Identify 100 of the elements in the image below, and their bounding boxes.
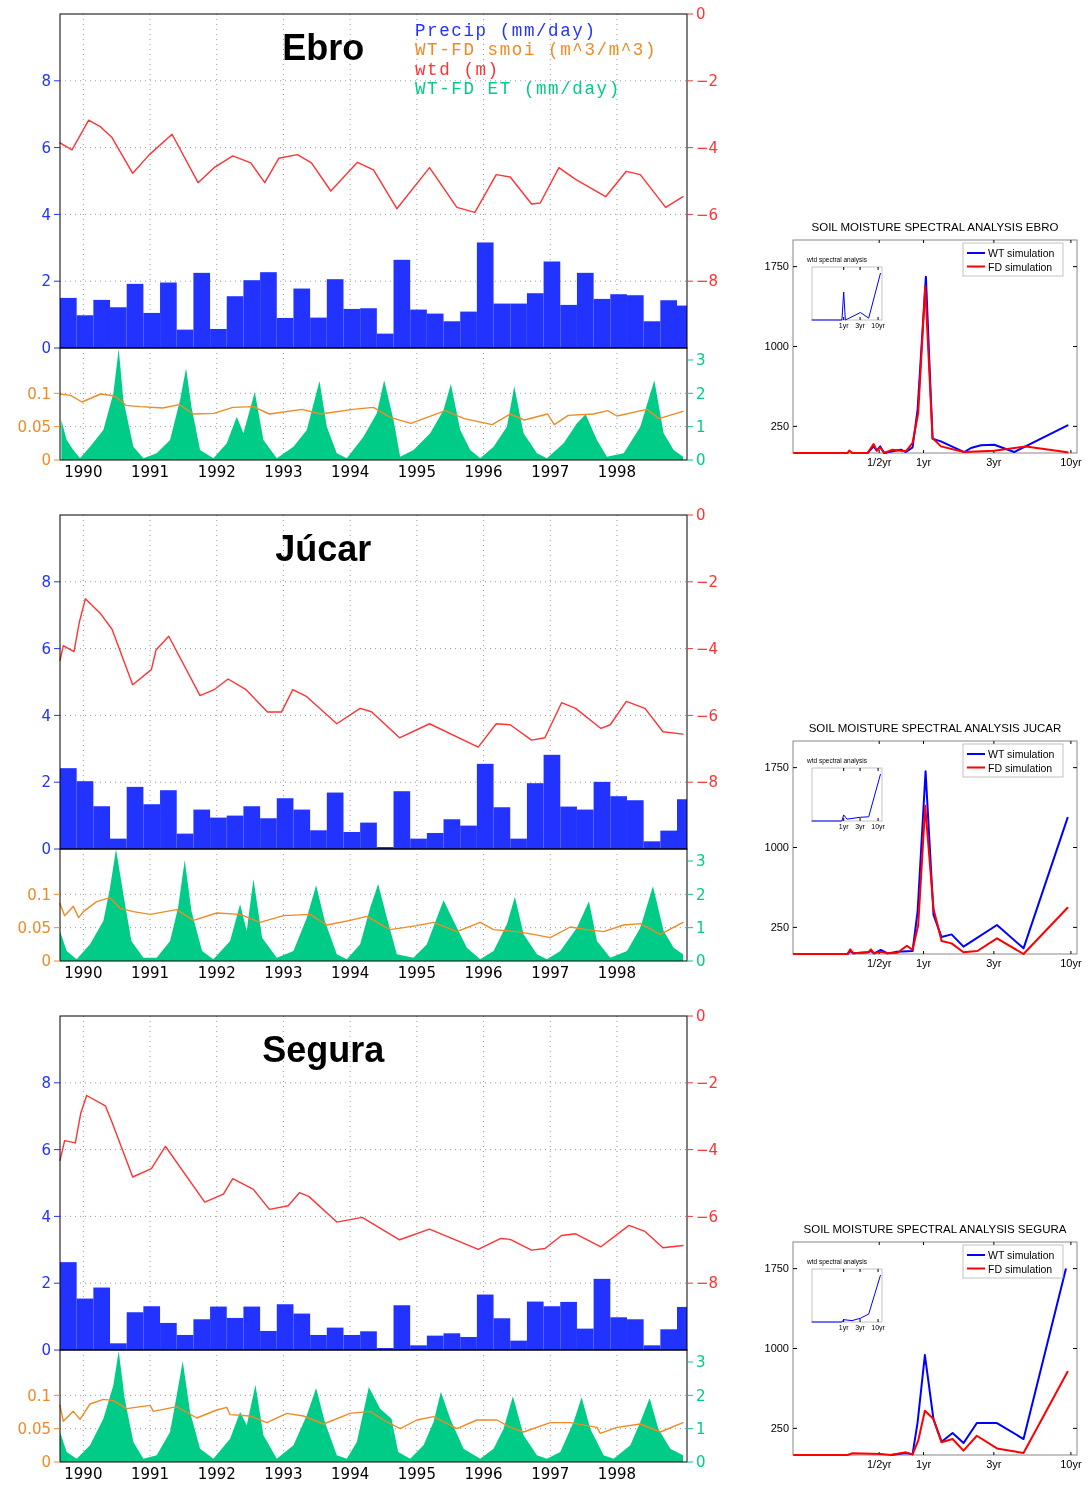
y-tick-label: 1000 xyxy=(764,340,789,353)
x-tick-label: 1yr xyxy=(915,1457,932,1470)
y-tick-label: 0 xyxy=(41,451,51,470)
y2-tick-label: 1 xyxy=(696,1419,706,1438)
x-tick-label: 10yr xyxy=(1060,1457,1082,1470)
x-tick-label: 1996 xyxy=(464,1465,503,1484)
legend-label: WT simulation xyxy=(988,748,1055,760)
y2-tick-label: 2 xyxy=(696,885,706,904)
x-tick-label: 1991 xyxy=(130,1465,170,1484)
y-tick-label: 4 xyxy=(41,1207,51,1226)
x-tick-label: 1/2yr xyxy=(866,1457,892,1470)
y2-tick-label: 0 xyxy=(696,506,706,525)
x-tick-label: 1992 xyxy=(197,1465,236,1484)
y2-tick-label: 0 xyxy=(696,1007,706,1026)
x-tick-label: 1yr xyxy=(915,956,932,969)
y2-tick-label: −4 xyxy=(696,138,719,157)
y2-tick-label: −6 xyxy=(696,706,719,725)
chart-title: Júcar xyxy=(275,528,372,569)
x-tick-label: 1/2yr xyxy=(866,455,892,468)
x-tick-label: 10yr xyxy=(1060,956,1082,969)
x-tick-label: 1994 xyxy=(331,463,370,482)
text: wtd (m) xyxy=(415,59,500,80)
x-tick-label: 1997 xyxy=(531,1465,570,1484)
y-tick-label: 1750 xyxy=(764,260,789,273)
x-tick-label: 1992 xyxy=(197,463,236,482)
x-tick-label: 1998 xyxy=(597,964,637,983)
legend-label: WT simulation xyxy=(988,247,1055,259)
y2-tick-label: 3 xyxy=(696,351,706,370)
x-tick-label: 1/2yr xyxy=(866,956,892,969)
x-tick-label: 1993 xyxy=(264,964,303,983)
y-tick-label: 0 xyxy=(41,840,51,859)
y-tick-label: 6 xyxy=(41,138,51,157)
y2-tick-label: −6 xyxy=(696,205,719,224)
y-tick-label: 0 xyxy=(41,1341,51,1360)
x-tick-label: 1992 xyxy=(197,964,236,983)
x-tick-label: 1998 xyxy=(597,463,637,482)
y-tick-label: 0.1 xyxy=(27,384,51,403)
y2-tick-label: 1 xyxy=(696,918,706,937)
legend-label: FD simulation xyxy=(988,761,1053,774)
y-tick-label: 250 xyxy=(770,1422,789,1435)
text: WT-FD smoi (m^3/m^3) xyxy=(415,40,658,61)
x-tick-label: 3yr xyxy=(986,956,1002,969)
y-tick-label: 8 xyxy=(41,1074,51,1093)
y-tick-label: 250 xyxy=(770,420,789,433)
y2-tick-label: 2 xyxy=(696,1386,706,1405)
y2-tick-label: −8 xyxy=(696,773,719,792)
y-tick-label: 8 xyxy=(41,72,51,91)
x-tick-label: 1994 xyxy=(331,1465,370,1484)
y2-tick-label: −2 xyxy=(696,573,719,592)
y2-tick-label: 0 xyxy=(696,5,706,24)
y-tick-label: 0 xyxy=(41,339,51,358)
chart-title: SOIL MOISTURE SPECTRAL ANALYSIS SEGURA xyxy=(803,1223,1067,1235)
y2-tick-label: 0 xyxy=(696,1453,706,1472)
y2-tick-label: 1 xyxy=(696,417,706,436)
y2-tick-label: 3 xyxy=(696,1353,706,1372)
x-tick-label: 1yr xyxy=(915,455,932,468)
x-tick-label: 1995 xyxy=(397,463,436,482)
x-tick-label: 3yr xyxy=(986,1457,1002,1470)
x-tick-label: 1991 xyxy=(130,964,170,983)
y2-tick-label: 2 xyxy=(696,384,706,403)
y2-tick-label: −8 xyxy=(696,272,719,291)
y-tick-label: 0.1 xyxy=(27,885,51,904)
y-tick-label: 2 xyxy=(41,272,51,291)
text: WT-FD ET (mm/day) xyxy=(415,78,621,99)
x-tick-label: 1990 xyxy=(64,1465,103,1484)
x-tick-label: 1994 xyxy=(331,964,370,983)
y-tick-label: 250 xyxy=(770,921,789,934)
x-tick-label: 1996 xyxy=(464,964,503,983)
x-tick-label: 1990 xyxy=(64,463,103,482)
x-tick-label: 3yr xyxy=(986,455,1002,468)
y2-tick-label: 0 xyxy=(696,451,706,470)
y-tick-label: 0 xyxy=(41,1453,51,1472)
y-tick-label: 0 xyxy=(41,952,51,971)
y-tick-label: 2 xyxy=(41,1274,51,1293)
y-tick-label: 0.05 xyxy=(17,918,51,937)
y2-tick-label: 3 xyxy=(696,852,706,871)
y2-tick-label: −8 xyxy=(696,1274,719,1293)
x-tick-label: 1991 xyxy=(130,463,170,482)
chart-title: SOIL MOISTURE SPECTRAL ANALYSIS EBRO xyxy=(811,221,1059,233)
y-tick-label: 0.05 xyxy=(17,1419,51,1438)
x-tick-label: 1998 xyxy=(597,1465,637,1484)
x-tick-label: 1997 xyxy=(531,463,570,482)
x-tick-label: 1997 xyxy=(531,964,570,983)
y2-tick-label: −2 xyxy=(696,72,719,91)
y2-tick-label: −6 xyxy=(696,1207,719,1226)
x-tick-label: 1990 xyxy=(64,964,103,983)
y-tick-label: 0.05 xyxy=(17,417,51,436)
y-tick-label: 2 xyxy=(41,773,51,792)
y-tick-label: 6 xyxy=(41,1140,51,1159)
y-tick-label: 1750 xyxy=(764,1262,789,1275)
y-tick-label: 1000 xyxy=(764,1342,789,1355)
y-tick-label: 4 xyxy=(41,205,51,224)
y2-tick-label: −4 xyxy=(696,1140,719,1159)
x-tick-label: 1993 xyxy=(264,463,303,482)
y-tick-label: 0.1 xyxy=(27,1386,51,1405)
x-tick-label: 1993 xyxy=(264,1465,303,1484)
chart-title: Segura xyxy=(262,1029,386,1070)
legend-label: FD simulation xyxy=(988,260,1053,273)
y2-tick-label: 0 xyxy=(696,952,706,971)
legend-label: FD simulation xyxy=(988,1262,1053,1275)
